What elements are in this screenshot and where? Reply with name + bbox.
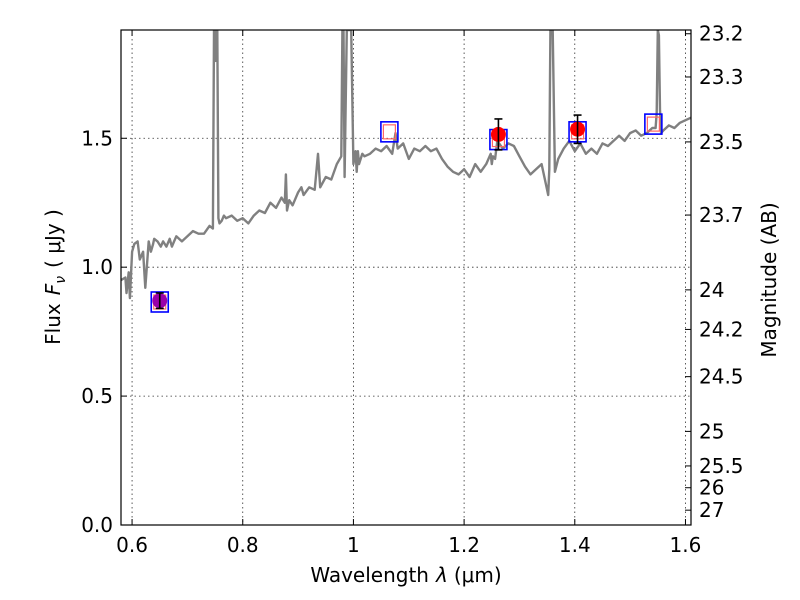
photometry-series: [152, 114, 586, 310]
y2-tick-label: 23.7: [699, 203, 744, 227]
y-axis: 0.0 0.5 1.0 1.5: [81, 126, 127, 537]
secondary-y-axis-label: Magnitude (AB): [757, 202, 781, 357]
x-tick-label: 1: [347, 533, 360, 557]
y-tick-label: 0.0: [81, 513, 113, 537]
x-tick-label: 0.8: [227, 533, 259, 557]
spectrum-line: [121, 30, 691, 300]
model-point-inner: [646, 116, 660, 132]
y2-tick-label: 23.3: [699, 65, 744, 89]
model-point: [380, 121, 399, 143]
y2-tick-label: 25: [699, 419, 724, 443]
plot-frame: [120, 29, 692, 526]
model-point: [644, 113, 663, 135]
x-tick-label: 1.2: [448, 533, 480, 557]
y2-tick-label: 27: [699, 498, 724, 522]
model-point-inner: [382, 124, 396, 140]
model-point: [150, 291, 170, 313]
y2-tick-label: 25.5: [699, 454, 744, 478]
y2-tick-label: 24.5: [699, 365, 744, 389]
y2-tick-label: 26: [699, 476, 724, 500]
y2-tick-label: 23.2: [699, 22, 744, 46]
grid: [121, 30, 691, 526]
spectrum-series: [121, 30, 691, 300]
x-axis-label: Wavelength λ (μm): [310, 563, 501, 587]
model-series: [150, 113, 663, 313]
x-axis: 0.6 0.8 1 1.2 1.4 1.6: [116, 30, 701, 557]
y-tick-label: 1.5: [81, 126, 113, 150]
y2-tick-label: 23.5: [699, 130, 744, 154]
y-tick-label: 0.5: [81, 384, 113, 408]
x-tick-label: 1.6: [670, 533, 702, 557]
y-axis-label: FluxFν( μJy ): [41, 209, 69, 345]
x-tick-label: 0.6: [116, 533, 148, 557]
y-tick-label: 1.0: [81, 255, 113, 279]
x-tick-label: 1.4: [559, 533, 591, 557]
y2-tick-label: 24.2: [699, 317, 744, 341]
y2-tick-label: 24: [699, 278, 724, 302]
